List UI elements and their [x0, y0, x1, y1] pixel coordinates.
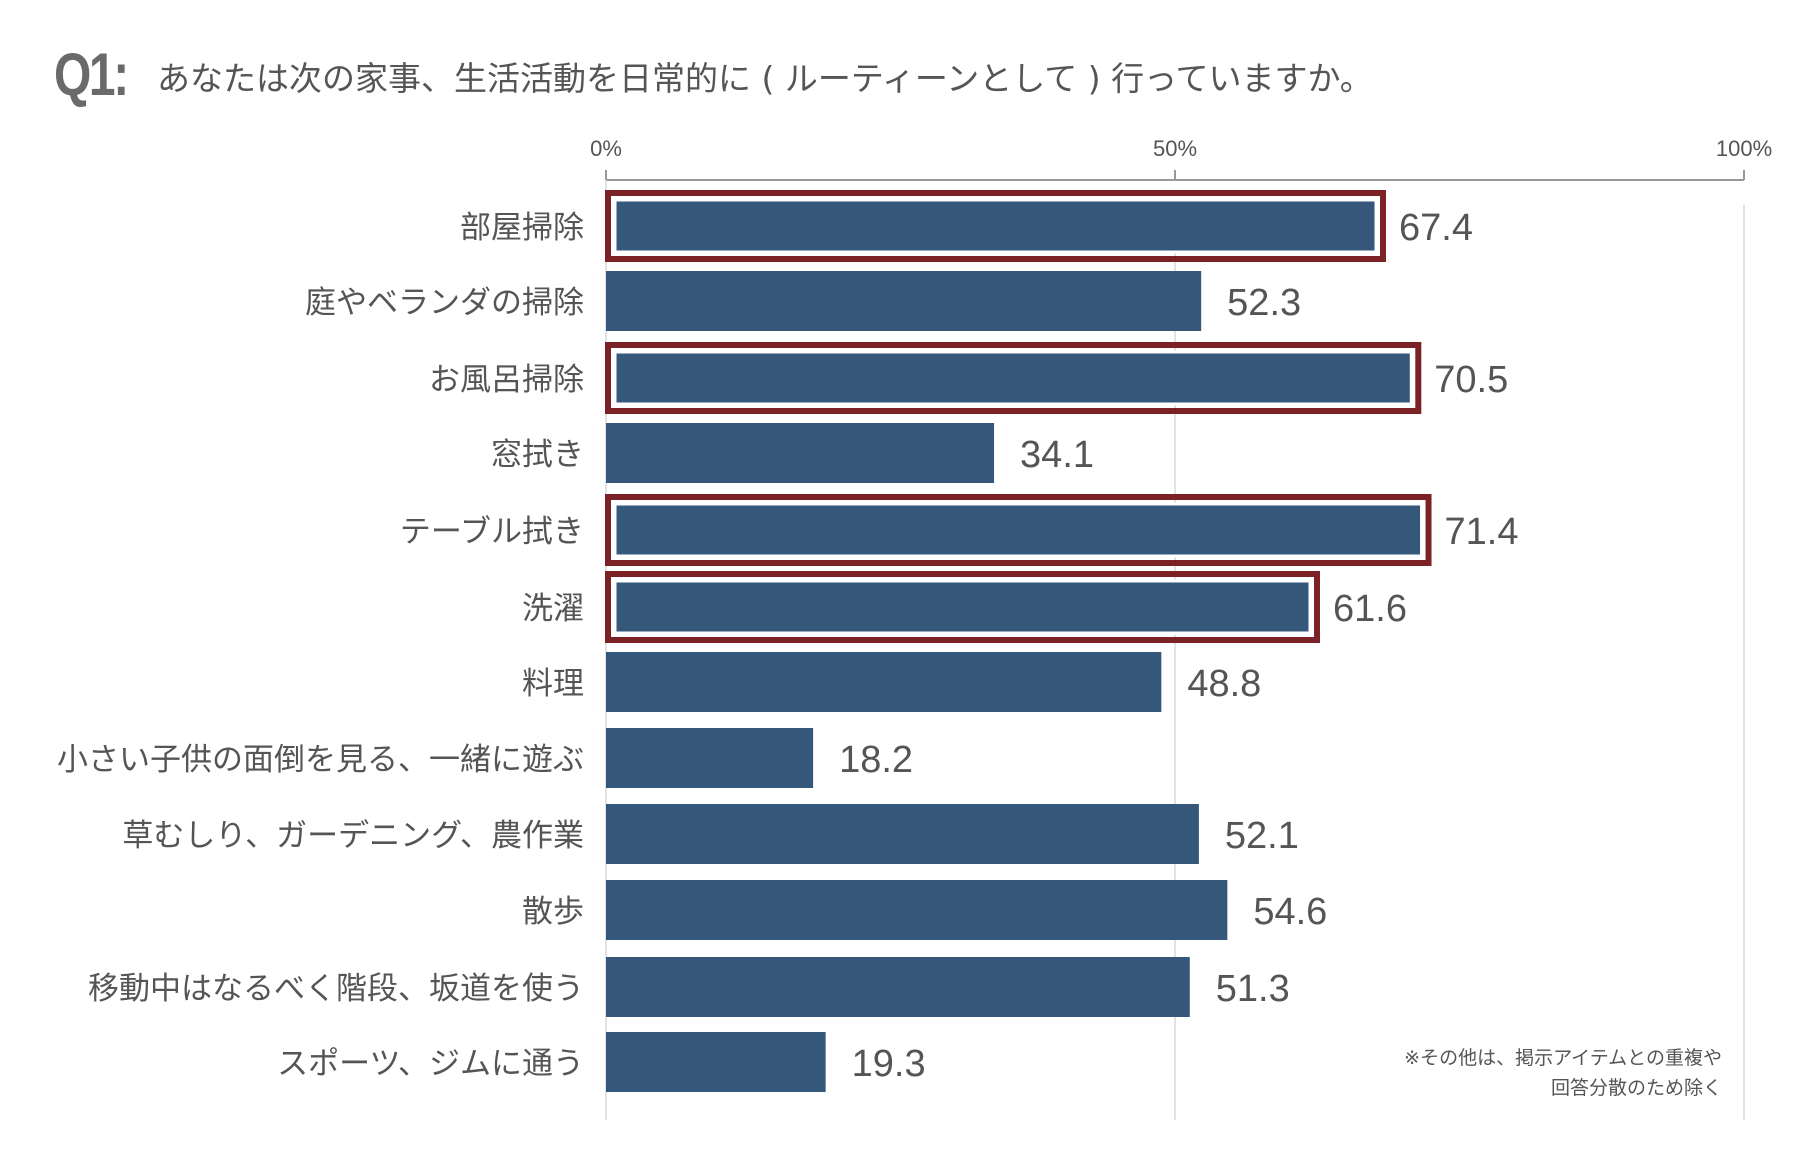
- bar-highlight-frame-0: [605, 190, 1387, 262]
- category-label-4: テーブル拭き: [400, 514, 584, 550]
- bar-8: [606, 804, 1199, 864]
- bar-highlight-frame-2: [605, 342, 1422, 414]
- value-label-11: 19.3: [852, 1043, 926, 1085]
- bar-6: [606, 652, 1162, 712]
- bar-5: [613, 579, 1312, 635]
- question-text: あなたは次の家事、生活活動を日常的に ( ルーティーンとして ) 行っていますか…: [157, 59, 1373, 98]
- category-label-3: 窓拭き: [491, 437, 584, 473]
- footnote: ※その他は、掲示アイテムとの重複や 回答分散のため除く: [1404, 1043, 1722, 1103]
- value-label-0: 67.4: [1399, 207, 1473, 249]
- category-label-10: 移動中はなるべく階段、坂道を使う: [88, 971, 584, 1007]
- footnote-line-1: ※その他は、掲示アイテムとの重複や: [1404, 1047, 1722, 1069]
- bar-11: [606, 1032, 826, 1092]
- question-number: Q1:: [54, 41, 129, 108]
- bar-3: [606, 423, 995, 483]
- value-label-8: 52.1: [1225, 815, 1299, 857]
- bar-highlight-frame-5: [605, 571, 1321, 643]
- value-label-2: 70.5: [1434, 359, 1508, 401]
- value-label-9: 54.6: [1253, 891, 1327, 933]
- bar-1: [606, 271, 1202, 331]
- category-label-0: 部屋掃除: [460, 210, 584, 246]
- x-tick-label-0: 0%: [590, 136, 622, 161]
- value-label-10: 51.3: [1216, 968, 1290, 1010]
- value-label-4: 71.4: [1445, 511, 1519, 553]
- footnote-line-2: 回答分散のため除く: [1550, 1077, 1722, 1099]
- x-tick-label-2: 100%: [1716, 136, 1772, 161]
- bar-4: [613, 502, 1424, 558]
- value-label-7: 18.2: [839, 739, 913, 781]
- bar-2: [613, 350, 1413, 406]
- value-label-6: 48.8: [1187, 663, 1261, 705]
- bar-9: [606, 880, 1228, 940]
- value-label-3: 34.1: [1020, 434, 1094, 476]
- bar-0: [613, 198, 1378, 254]
- category-label-8: 草むしり、ガーデニング、農作業: [122, 818, 584, 854]
- x-tick-label-1: 50%: [1153, 136, 1197, 161]
- category-label-9: 散歩: [522, 894, 584, 930]
- category-label-5: 洗濯: [522, 591, 584, 627]
- category-label-11: スポーツ、ジムに通う: [277, 1046, 584, 1082]
- bar-7: [606, 728, 814, 788]
- bar-10: [606, 957, 1190, 1017]
- bar-highlight-frame-4: [605, 494, 1432, 566]
- category-label-2: お風呂掃除: [429, 362, 584, 398]
- category-label-7: 小さい子供の面倒を見る、一緒に遊ぶ: [57, 742, 584, 778]
- value-label-1: 52.3: [1227, 282, 1301, 324]
- category-label-1: 庭やベランダの掃除: [305, 285, 584, 321]
- category-label-6: 料理: [522, 666, 584, 702]
- value-label-5: 61.6: [1333, 588, 1407, 630]
